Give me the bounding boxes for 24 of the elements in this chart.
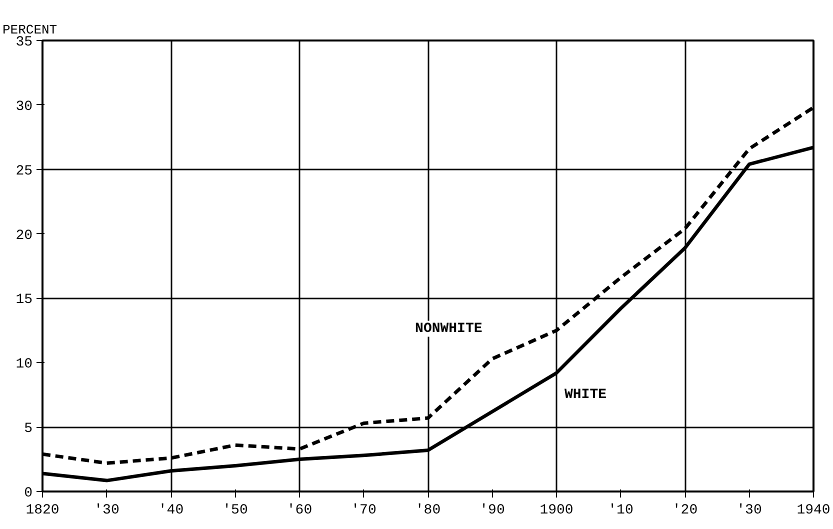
y-tick-label: 30 <box>16 98 33 115</box>
x-tick-label: '10 <box>608 502 634 518</box>
x-tick-label: '80 <box>415 502 441 518</box>
y-tick-label: 0 <box>24 486 33 502</box>
y-tick-label: 15 <box>16 292 33 308</box>
y-tick-label: 5 <box>24 421 33 438</box>
y-axis-title: PERCENT <box>2 22 58 38</box>
x-tick-label: '50 <box>222 502 248 518</box>
x-tick-label: '60 <box>286 502 312 518</box>
x-tick-label: '40 <box>158 502 184 518</box>
x-tick-label: 1940 <box>796 502 830 518</box>
y-tick-label: 25 <box>16 163 33 180</box>
x-tick-label: 1900 <box>540 502 574 518</box>
series-label: NONWHITE <box>415 320 482 337</box>
x-tick-label: '70 <box>351 502 376 518</box>
x-tick-label: '30 <box>94 502 120 518</box>
y-tick-label: 10 <box>16 356 33 373</box>
x-tick-label: '30 <box>736 502 762 518</box>
x-tick-label: '20 <box>672 502 698 518</box>
y-tick-label: 35 <box>16 34 33 50</box>
series-label: WHITE <box>564 386 607 403</box>
y-tick-label: 20 <box>16 228 33 244</box>
x-tick-label: 1820 <box>26 502 60 518</box>
x-tick-label: '90 <box>480 502 505 518</box>
